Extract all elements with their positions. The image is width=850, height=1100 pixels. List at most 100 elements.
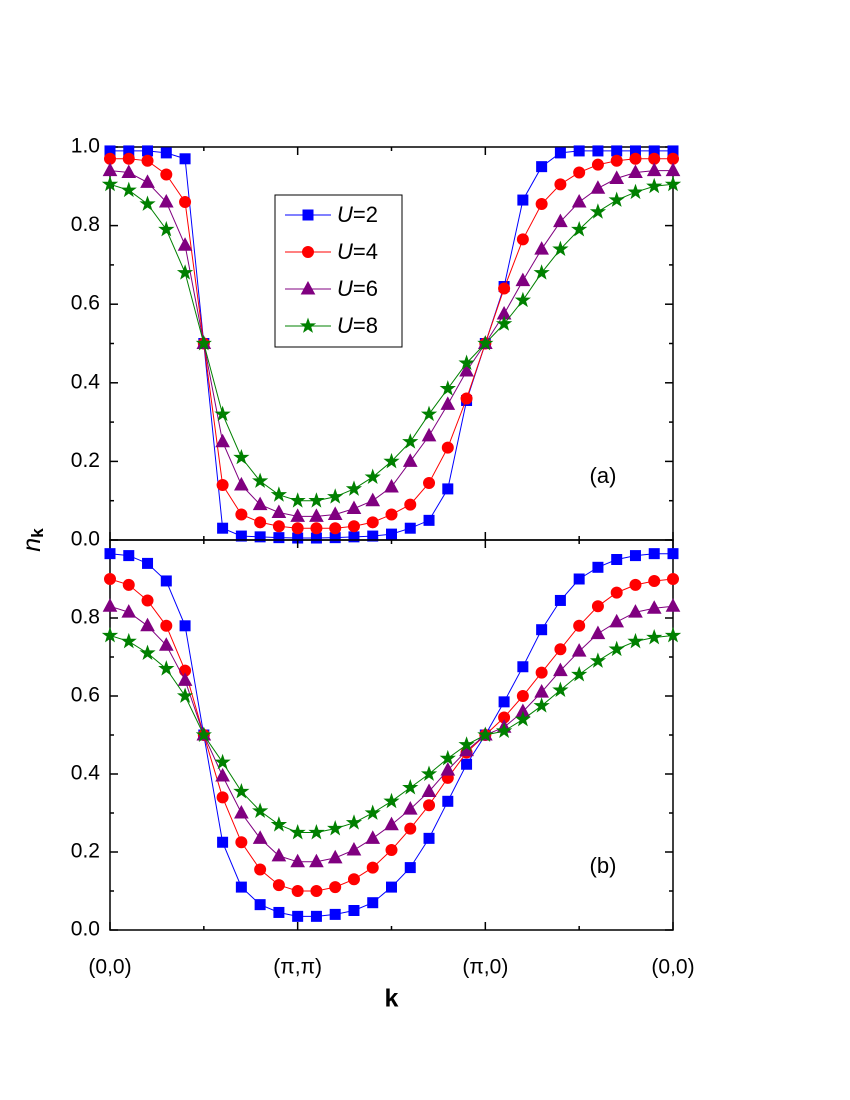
marker bbox=[235, 836, 248, 849]
marker bbox=[329, 908, 341, 920]
marker bbox=[367, 897, 379, 909]
marker bbox=[571, 665, 588, 682]
marker bbox=[439, 380, 456, 396]
marker bbox=[665, 598, 681, 612]
marker bbox=[346, 500, 362, 515]
marker bbox=[158, 220, 175, 237]
y-axis-label-main: n bbox=[18, 538, 46, 552]
marker bbox=[627, 183, 644, 200]
marker bbox=[139, 195, 156, 211]
marker bbox=[420, 765, 438, 781]
marker bbox=[215, 767, 230, 782]
marker bbox=[421, 427, 437, 442]
marker bbox=[627, 632, 644, 649]
marker bbox=[309, 508, 324, 522]
marker bbox=[367, 530, 379, 542]
marker bbox=[366, 861, 379, 874]
marker bbox=[366, 516, 379, 529]
marker bbox=[347, 520, 360, 533]
x-tick-label: (π,0) bbox=[462, 956, 508, 979]
marker bbox=[386, 881, 397, 893]
marker bbox=[215, 433, 230, 448]
marker bbox=[477, 334, 494, 351]
marker bbox=[665, 162, 681, 177]
marker bbox=[646, 177, 663, 194]
marker bbox=[104, 573, 116, 585]
marker bbox=[440, 396, 456, 410]
marker bbox=[646, 600, 662, 614]
marker bbox=[270, 816, 288, 832]
marker bbox=[345, 814, 363, 830]
marker bbox=[554, 594, 566, 606]
marker bbox=[439, 749, 456, 766]
marker bbox=[158, 660, 175, 676]
marker bbox=[648, 548, 660, 560]
marker bbox=[271, 504, 287, 518]
marker bbox=[441, 441, 454, 454]
marker bbox=[141, 154, 154, 167]
marker bbox=[195, 726, 212, 742]
marker bbox=[364, 804, 381, 820]
marker bbox=[440, 762, 456, 776]
marker bbox=[611, 145, 623, 157]
marker bbox=[648, 574, 661, 587]
marker bbox=[383, 792, 400, 809]
y-tick-label: 0.2 bbox=[71, 840, 100, 863]
marker bbox=[142, 557, 154, 569]
marker bbox=[195, 334, 212, 351]
marker bbox=[553, 213, 568, 228]
marker bbox=[176, 687, 194, 703]
marker bbox=[292, 910, 304, 922]
y-tick-label: 0.0 bbox=[71, 528, 100, 551]
marker bbox=[664, 626, 682, 643]
marker bbox=[591, 600, 604, 613]
x-tick-label: (0,0) bbox=[88, 956, 131, 979]
marker bbox=[177, 672, 193, 686]
marker bbox=[664, 175, 682, 192]
marker bbox=[386, 528, 397, 540]
marker bbox=[291, 522, 304, 535]
marker bbox=[534, 241, 549, 255]
marker bbox=[536, 161, 548, 173]
y-tick-label: 0.0 bbox=[71, 918, 100, 941]
marker bbox=[141, 594, 154, 607]
marker bbox=[345, 480, 363, 496]
marker bbox=[364, 468, 381, 485]
marker bbox=[310, 910, 322, 922]
marker bbox=[646, 162, 662, 177]
marker bbox=[477, 726, 494, 742]
marker bbox=[554, 178, 567, 191]
marker bbox=[121, 604, 137, 618]
marker bbox=[101, 626, 119, 643]
y-axis-label: nk bbox=[18, 528, 48, 552]
marker bbox=[423, 799, 436, 812]
marker bbox=[609, 613, 625, 628]
legend-marker bbox=[300, 280, 316, 295]
marker bbox=[629, 550, 641, 562]
y-tick-label: 1.0 bbox=[71, 135, 100, 158]
marker bbox=[158, 193, 174, 208]
marker bbox=[592, 145, 604, 157]
marker bbox=[272, 520, 285, 533]
marker bbox=[573, 619, 586, 632]
marker bbox=[404, 522, 416, 534]
marker bbox=[179, 153, 191, 165]
marker bbox=[442, 795, 454, 807]
marker bbox=[533, 264, 550, 280]
marker bbox=[179, 196, 192, 209]
marker bbox=[571, 193, 587, 208]
marker bbox=[254, 899, 266, 911]
marker bbox=[458, 354, 475, 371]
marker bbox=[589, 652, 607, 668]
marker bbox=[628, 604, 643, 618]
marker bbox=[385, 508, 398, 521]
marker bbox=[498, 282, 511, 295]
legend-label-part: U bbox=[337, 313, 353, 338]
marker bbox=[329, 881, 342, 894]
legend-label: U=6 bbox=[337, 276, 378, 301]
marker bbox=[535, 666, 548, 679]
marker bbox=[611, 554, 623, 565]
marker bbox=[120, 632, 137, 649]
marker bbox=[533, 697, 550, 713]
